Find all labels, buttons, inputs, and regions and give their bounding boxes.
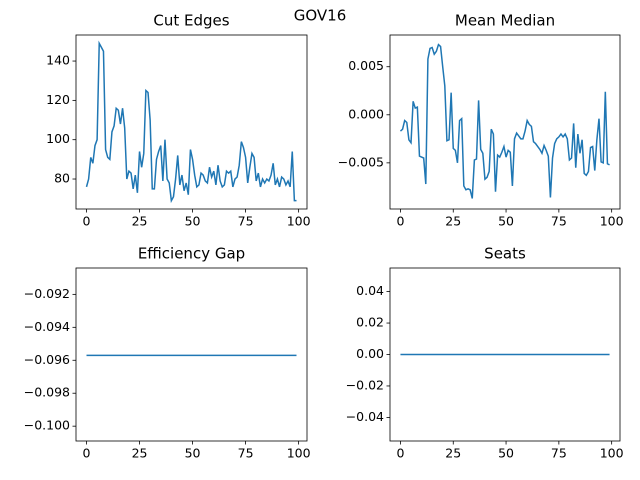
y-tick-label: −0.094 (24, 319, 70, 334)
y-tick-label: −0.100 (24, 418, 70, 433)
x-tick-label: 50 (498, 446, 514, 461)
y-tick-label: 0.00 (356, 346, 384, 361)
x-tick-label: 100 (287, 446, 311, 461)
x-tick-label: 100 (287, 214, 311, 229)
y-tick-label: 0.000 (348, 106, 384, 121)
x-tick-label: 50 (185, 446, 201, 461)
y-tick-label: 120 (46, 92, 70, 107)
x-tick-label: 0 (396, 214, 404, 229)
x-tick-label: 25 (445, 214, 461, 229)
x-tick-label: 75 (238, 446, 254, 461)
y-tick-label: −0.098 (24, 385, 70, 400)
x-tick-label: 25 (132, 214, 148, 229)
x-tick-label: 0 (83, 214, 91, 229)
axes-frame (389, 34, 621, 210)
axes-frame (75, 267, 308, 442)
y-tick-label: −0.096 (24, 352, 70, 367)
y-tick-label: 0.04 (356, 283, 384, 298)
y-tick-label: 100 (46, 131, 70, 146)
y-tick-label: −0.092 (24, 286, 70, 301)
axes-frame (75, 34, 308, 210)
axes-frame (389, 267, 621, 442)
data-line (399, 43, 610, 199)
x-tick-label: 0 (83, 446, 91, 461)
axes-title: Cut Edges (153, 12, 229, 30)
y-tick-label: 0.02 (356, 315, 384, 330)
y-tick-label: −0.04 (346, 409, 384, 424)
x-tick-label: 25 (132, 446, 148, 461)
y-tick-label: 0.005 (348, 58, 384, 73)
axes-title: Seats (484, 245, 526, 263)
x-tick-label: 0 (396, 446, 404, 461)
x-tick-label: 100 (600, 214, 624, 229)
y-tick-label: 140 (46, 53, 70, 68)
figure-title: GOV16 (294, 7, 347, 25)
x-tick-label: 75 (238, 214, 254, 229)
x-tick-label: 50 (498, 214, 514, 229)
y-tick-label: 80 (54, 171, 70, 186)
x-tick-label: 75 (551, 446, 567, 461)
x-tick-label: 75 (551, 214, 567, 229)
axes-title: Efficiency Gap (138, 245, 245, 263)
axes-title: Mean Median (455, 12, 555, 30)
x-tick-label: 50 (185, 214, 201, 229)
x-tick-label: 100 (600, 446, 624, 461)
data-line (85, 40, 297, 204)
y-tick-label: −0.005 (338, 154, 384, 169)
x-tick-label: 25 (445, 446, 461, 461)
y-tick-label: −0.02 (346, 377, 384, 392)
